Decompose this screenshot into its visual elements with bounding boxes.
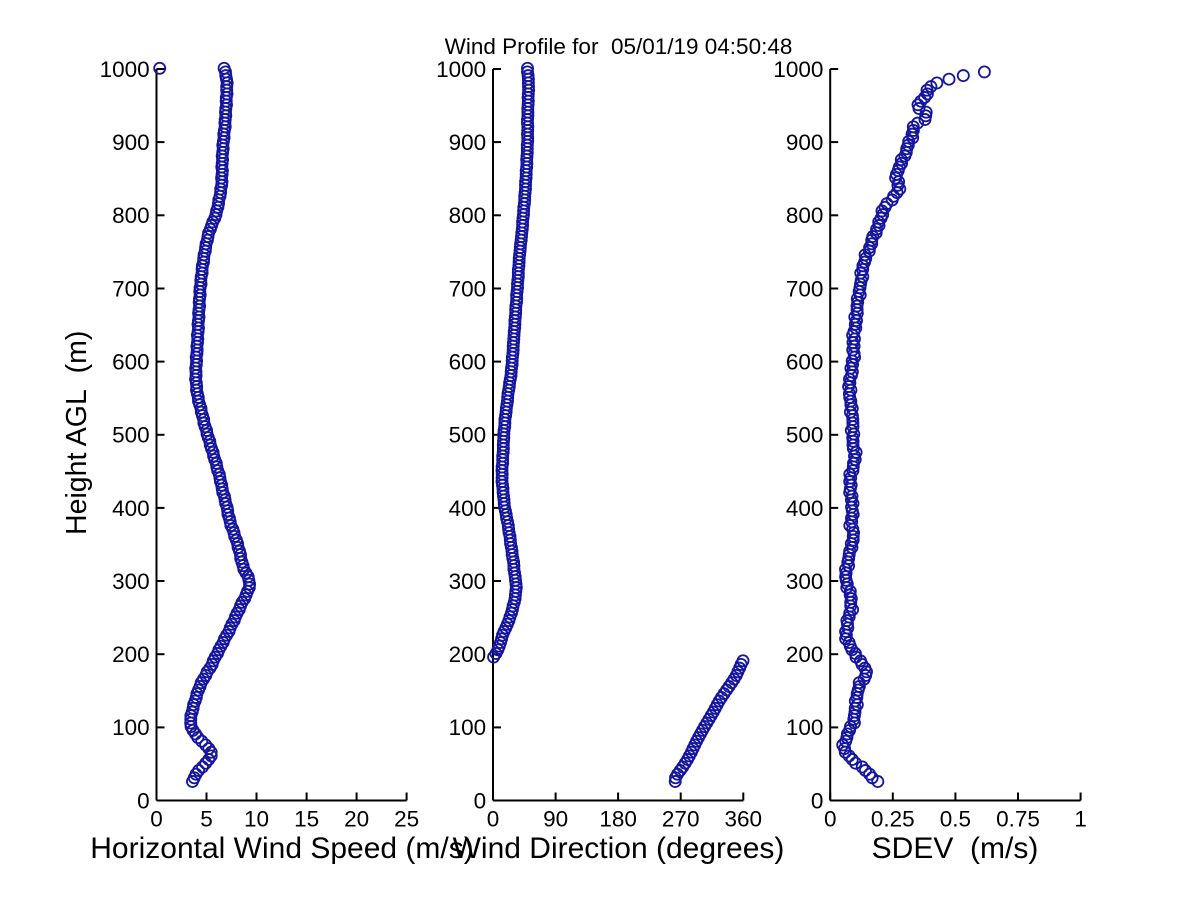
svg-text:270: 270: [662, 807, 700, 832]
svg-text:10: 10: [244, 807, 269, 832]
svg-text:Wind Profile for 05/01/19 04:: Wind Profile for 05/01/19 04:50:48: [445, 34, 793, 59]
svg-text:500: 500: [112, 423, 150, 448]
svg-text:400: 400: [449, 496, 487, 521]
svg-text:500: 500: [449, 423, 487, 448]
svg-text:20: 20: [344, 807, 369, 832]
svg-text:SDEV (m/s): SDEV (m/s): [872, 832, 1039, 865]
svg-text:600: 600: [449, 350, 487, 375]
svg-text:0: 0: [824, 807, 837, 832]
svg-text:800: 800: [786, 203, 824, 228]
svg-text:800: 800: [449, 203, 487, 228]
svg-text:15: 15: [294, 807, 319, 832]
svg-text:900: 900: [449, 130, 487, 155]
svg-text:Height AGL (m): Height AGL (m): [61, 331, 93, 535]
svg-text:Horizontal Wind Speed (m/s): Horizontal Wind Speed (m/s): [90, 832, 473, 865]
svg-text:5: 5: [200, 807, 213, 832]
svg-text:1000: 1000: [436, 57, 486, 82]
svg-text:1000: 1000: [773, 57, 823, 82]
svg-text:25: 25: [394, 807, 419, 832]
svg-text:300: 300: [786, 569, 824, 594]
svg-text:600: 600: [786, 350, 824, 375]
svg-text:360: 360: [725, 807, 763, 832]
svg-text:700: 700: [449, 276, 487, 301]
svg-text:0: 0: [487, 807, 500, 832]
svg-text:700: 700: [112, 276, 150, 301]
svg-text:900: 900: [112, 130, 150, 155]
svg-text:100: 100: [449, 715, 487, 740]
svg-text:200: 200: [786, 642, 824, 667]
svg-text:0: 0: [474, 788, 487, 813]
svg-text:0.75: 0.75: [996, 807, 1040, 832]
svg-text:0: 0: [811, 788, 824, 813]
svg-text:100: 100: [786, 715, 824, 740]
svg-text:0.5: 0.5: [940, 807, 971, 832]
svg-text:100: 100: [112, 715, 150, 740]
svg-text:400: 400: [112, 496, 150, 521]
svg-text:300: 300: [449, 569, 487, 594]
svg-text:600: 600: [112, 350, 150, 375]
svg-text:500: 500: [786, 423, 824, 448]
svg-text:180: 180: [599, 807, 637, 832]
svg-text:400: 400: [786, 496, 824, 521]
svg-text:0.25: 0.25: [871, 807, 915, 832]
svg-text:200: 200: [449, 642, 487, 667]
svg-text:1: 1: [1074, 807, 1087, 832]
svg-text:800: 800: [112, 203, 150, 228]
svg-text:300: 300: [112, 569, 150, 594]
svg-text:1000: 1000: [100, 57, 150, 82]
svg-text:Wind Direction (degrees): Wind Direction (degrees): [453, 832, 785, 865]
svg-text:0: 0: [137, 788, 150, 813]
svg-text:0: 0: [150, 807, 163, 832]
svg-text:90: 90: [543, 807, 568, 832]
svg-text:200: 200: [112, 642, 150, 667]
svg-text:700: 700: [786, 276, 824, 301]
svg-text:900: 900: [786, 130, 824, 155]
